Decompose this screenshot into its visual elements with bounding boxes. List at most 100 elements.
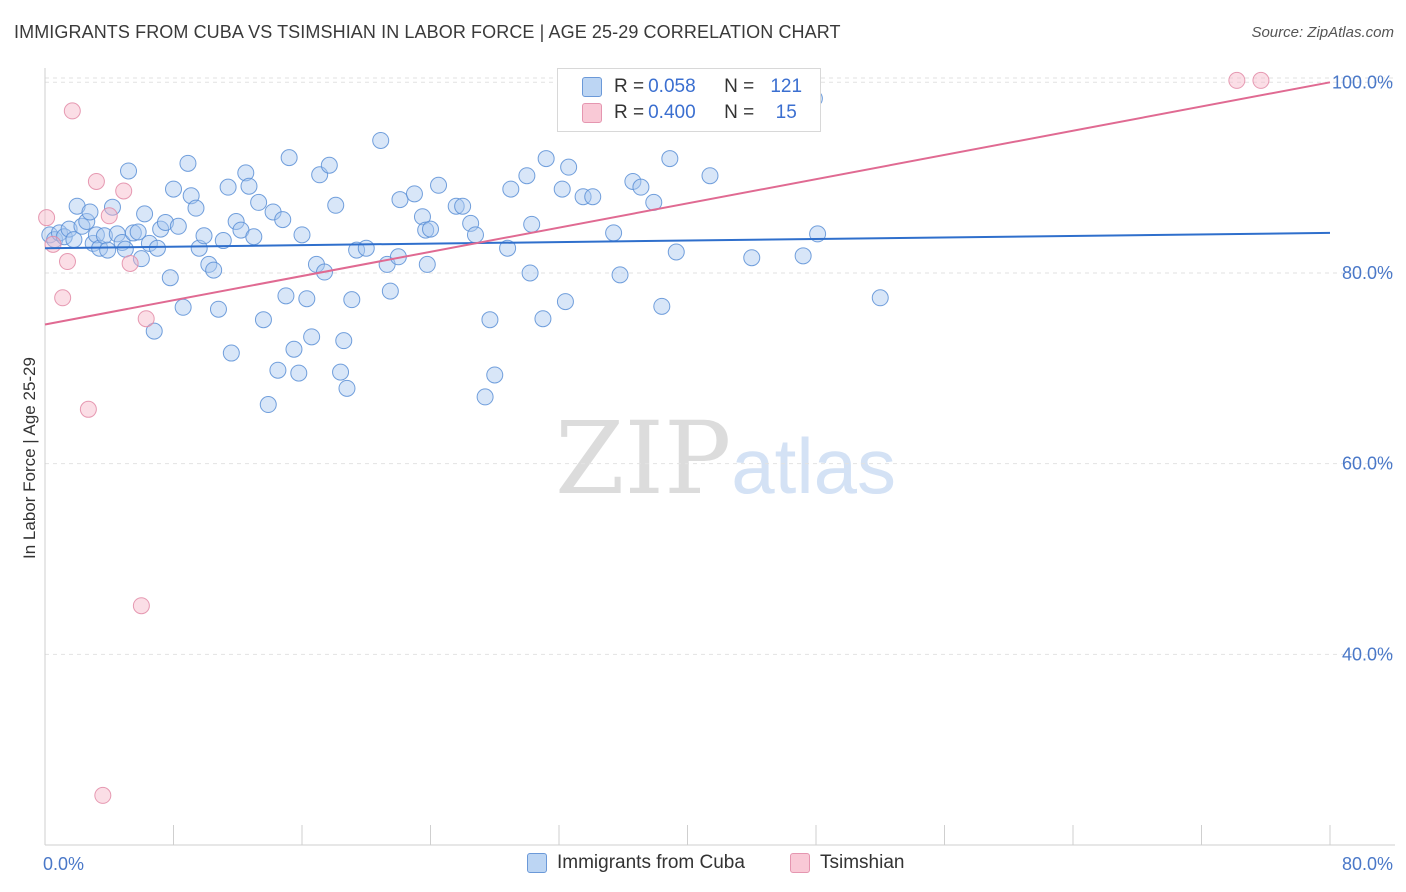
data-point-cuba xyxy=(417,221,435,239)
data-point-cuba xyxy=(418,255,436,273)
data-point-cuba xyxy=(148,239,166,257)
data-point-cuba xyxy=(179,154,197,172)
legend-label-tsimshian: Tsimshian xyxy=(820,852,905,873)
data-point-tsimshian xyxy=(137,310,155,328)
data-point-tsimshian xyxy=(44,235,62,253)
series-immigrants-from-cuba xyxy=(41,80,889,414)
data-point-cuba xyxy=(240,177,258,195)
source-label: Source: ZipAtlas.com xyxy=(1251,24,1394,41)
data-point-cuba xyxy=(222,344,240,362)
data-point-cuba xyxy=(116,240,134,258)
data-point-cuba xyxy=(274,211,292,229)
y-tick-label: 40.0% xyxy=(1342,644,1393,664)
data-point-cuba xyxy=(124,224,142,242)
y-axis-label: In Labor Force | Age 25-29 xyxy=(20,357,39,559)
data-point-cuba xyxy=(454,197,472,215)
chart-title: IMMIGRANTS FROM CUBA VS TSIMSHIAN IN LAB… xyxy=(14,22,841,42)
data-point-cuba xyxy=(661,150,679,168)
data-point-cuba xyxy=(136,205,154,223)
data-point-cuba xyxy=(187,199,205,217)
data-point-cuba xyxy=(293,226,311,244)
data-point-tsimshian xyxy=(79,400,97,418)
data-point-cuba xyxy=(343,291,361,309)
legend-item-tsimshian: Tsimshian xyxy=(790,852,904,874)
legend-label-cuba: Immigrants from Cuba xyxy=(557,852,745,873)
data-point-cuba xyxy=(338,379,356,397)
x-tick-label: 0.0% xyxy=(43,854,84,874)
data-point-cuba xyxy=(667,243,685,261)
x-tick-label: 80.0% xyxy=(1342,854,1393,874)
data-point-cuba xyxy=(462,214,480,232)
data-point-tsimshian xyxy=(1252,71,1270,89)
data-point-cuba xyxy=(60,220,78,238)
data-point-cuba xyxy=(280,149,298,167)
data-point-cuba xyxy=(553,180,571,198)
data-point-cuba xyxy=(95,227,113,245)
data-point-cuba xyxy=(156,213,174,231)
data-point-cuba xyxy=(332,363,350,381)
data-point-cuba xyxy=(120,162,138,180)
y-tick-label: 60.0% xyxy=(1342,454,1393,474)
data-point-tsimshian xyxy=(38,209,56,227)
watermark-atlas: atlas xyxy=(731,422,897,510)
data-point-tsimshian xyxy=(1228,71,1246,89)
data-point-cuba xyxy=(391,191,409,209)
legend-r-label: R = xyxy=(614,102,645,123)
data-point-cuba xyxy=(132,250,150,268)
data-point-tsimshian xyxy=(94,786,112,804)
data-point-cuba xyxy=(701,167,719,185)
data-point-tsimshian xyxy=(58,253,76,271)
data-point-cuba xyxy=(269,361,287,379)
legend-row-tsimshian: R = 0.400 N = 15 xyxy=(582,101,808,125)
data-point-cuba xyxy=(357,239,375,257)
swatch-tsimshian xyxy=(790,853,810,873)
data-point-cuba xyxy=(413,208,431,226)
swatch-cuba xyxy=(527,853,547,873)
swatch-cuba xyxy=(582,77,602,97)
legend-r-value: 0.400 xyxy=(648,102,696,123)
data-point-cuba xyxy=(195,227,213,245)
data-point-cuba xyxy=(259,396,277,414)
data-point-tsimshian xyxy=(121,254,139,272)
data-point-cuba xyxy=(174,298,192,316)
data-point-tsimshian xyxy=(115,182,133,200)
data-point-cuba xyxy=(169,217,187,235)
data-point-cuba xyxy=(523,215,541,233)
legend-r-value: 0.058 xyxy=(648,76,696,97)
data-point-cuba xyxy=(298,290,316,308)
data-point-cuba xyxy=(303,328,321,346)
y-tick-label: 80.0% xyxy=(1342,263,1393,283)
data-point-cuba xyxy=(78,212,96,230)
legend-n-value: 15 xyxy=(775,102,797,123)
legend-r-label: R = xyxy=(614,76,645,97)
data-point-cuba xyxy=(81,203,99,221)
data-point-tsimshian xyxy=(63,102,81,120)
data-point-cuba xyxy=(245,228,263,246)
data-point-cuba xyxy=(209,300,227,318)
watermark-zip: ZIP xyxy=(555,400,732,517)
data-point-cuba xyxy=(556,293,574,311)
legend-stats: R = 0.058 N = 121 R = 0.400 N = 15 xyxy=(557,68,821,132)
data-point-cuba xyxy=(430,176,448,194)
legend-row-cuba: R = 0.058 N = 121 xyxy=(582,75,808,99)
data-point-cuba xyxy=(372,131,390,149)
data-point-cuba xyxy=(285,340,303,358)
x-tick-labels: 0.0% 80.0% xyxy=(43,854,1393,874)
data-point-cuba xyxy=(320,156,338,174)
data-point-cuba xyxy=(327,196,345,214)
data-point-cuba xyxy=(499,239,517,257)
data-point-cuba xyxy=(611,266,629,284)
data-point-cuba xyxy=(447,197,465,215)
data-point-tsimshian xyxy=(100,207,118,225)
data-point-cuba xyxy=(277,287,295,305)
data-point-cuba xyxy=(476,388,494,406)
y-tick-label: 100.0% xyxy=(1332,72,1393,92)
legend-item-cuba: Immigrants from Cuba xyxy=(527,852,745,874)
data-point-cuba xyxy=(632,178,650,196)
data-point-cuba xyxy=(466,226,484,244)
data-point-cuba xyxy=(560,158,578,176)
axes xyxy=(44,68,1395,846)
data-point-cuba xyxy=(237,164,255,182)
data-point-cuba xyxy=(502,180,520,198)
